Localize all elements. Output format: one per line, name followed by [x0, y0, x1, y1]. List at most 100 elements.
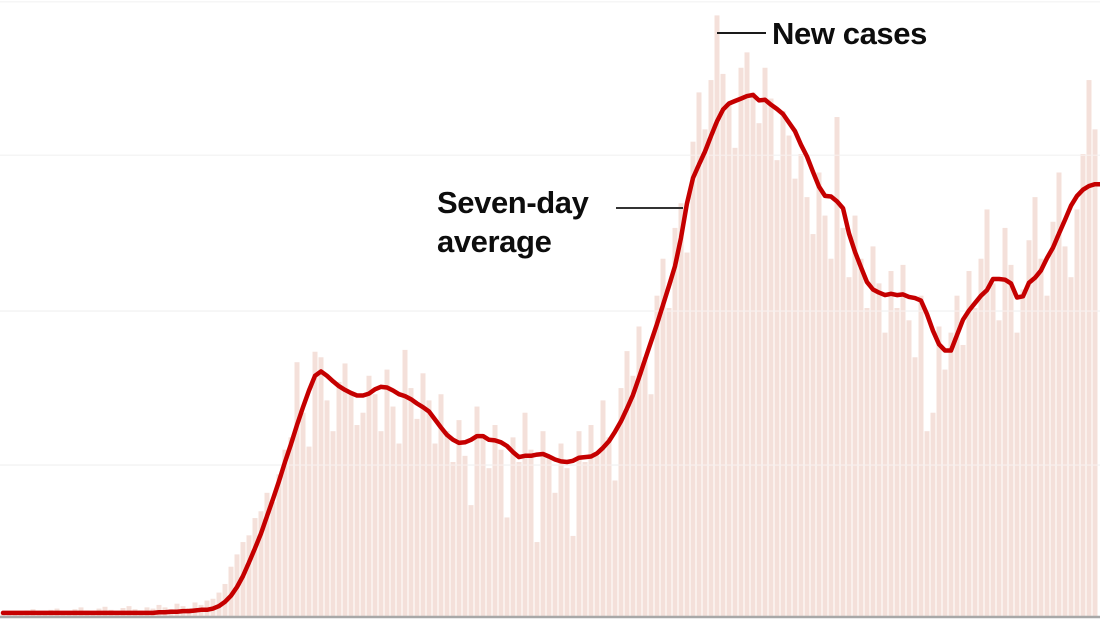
- new-cases-bar: [552, 492, 558, 616]
- new-cases-bar: [948, 332, 954, 616]
- new-cases-bar: [576, 431, 582, 616]
- new-cases-bar: [342, 363, 348, 616]
- new-cases-bar: [990, 283, 996, 616]
- new-cases-bar: [630, 375, 636, 616]
- new-cases-bar: [426, 400, 432, 616]
- new-cases-bar: [378, 431, 384, 616]
- new-cases-bar: [618, 388, 624, 616]
- new-cases-bar: [318, 357, 324, 616]
- seven-day-average-leader-line: [616, 207, 683, 209]
- new-cases-bar: [852, 215, 858, 616]
- new-cases-bar: [492, 425, 498, 616]
- new-cases-bar: [294, 362, 300, 616]
- new-cases-bar: [900, 264, 906, 616]
- new-cases-bar: [420, 373, 426, 616]
- new-cases-bar: [984, 209, 990, 616]
- new-cases-bar: [522, 412, 528, 616]
- new-cases-bar: [390, 406, 396, 616]
- new-cases-bar: [846, 277, 852, 616]
- new-cases-bar: [750, 92, 756, 616]
- new-cases-bar: [1080, 154, 1086, 616]
- new-cases-bar: [306, 446, 312, 616]
- new-cases-bar: [678, 203, 684, 616]
- new-cases-bar: [282, 449, 288, 616]
- new-cases-bar: [228, 566, 234, 616]
- new-cases-bar: [570, 535, 576, 616]
- new-cases-bar: [756, 123, 762, 616]
- new-cases-bar: [870, 246, 876, 616]
- new-cases-bar: [864, 308, 870, 616]
- new-cases-bar: [276, 474, 282, 616]
- new-cases-bar: [528, 449, 534, 616]
- new-cases-bar: [804, 197, 810, 616]
- new-cases-bar: [456, 420, 462, 616]
- new-cases-bar: [588, 425, 594, 616]
- new-cases-bar: [258, 511, 264, 616]
- new-cases-bar: [738, 67, 744, 616]
- new-cases-bar: [1044, 295, 1050, 616]
- new-cases-bar: [408, 388, 414, 616]
- new-cases-bar: [564, 468, 570, 616]
- new-cases-bar: [876, 283, 882, 616]
- new-cases-bar: [582, 462, 588, 616]
- new-cases-bar: [252, 518, 258, 616]
- new-cases-bar: [1032, 197, 1038, 616]
- new-cases-bar: [360, 412, 366, 616]
- new-cases-bar: [672, 227, 678, 617]
- new-cases-bar: [924, 431, 930, 616]
- new-cases-bar: [1038, 258, 1044, 616]
- new-cases-bar: [726, 104, 732, 616]
- seven-day-average-annotation-line2: average: [437, 224, 552, 259]
- new-cases-bar: [906, 320, 912, 616]
- new-cases-bar: [702, 129, 708, 617]
- new-cases-bar: [414, 418, 420, 616]
- new-cases-bar: [966, 271, 972, 616]
- seven-day-average-line: [0, 92, 1100, 616]
- new-cases-bar: [834, 117, 840, 616]
- new-cases-bar: [540, 431, 546, 616]
- new-cases-bar: [744, 52, 750, 617]
- new-cases-bar: [354, 425, 360, 616]
- seven-day-average-annotation: Seven-day average: [437, 183, 589, 261]
- new-cases-bar: [474, 406, 480, 616]
- new-cases-bar: [1002, 227, 1008, 617]
- new-cases-bar: [774, 160, 780, 616]
- new-cases-bar: [762, 67, 768, 616]
- new-cases-bar: [450, 462, 456, 616]
- new-cases-bar: [648, 394, 654, 616]
- new-cases-bar: [1062, 246, 1068, 616]
- new-cases-bar: [942, 369, 948, 616]
- new-cases-bar: [246, 535, 252, 616]
- new-cases-bar: [840, 227, 846, 617]
- new-cases-bar: [912, 357, 918, 616]
- new-cases-leader-line: [717, 32, 766, 34]
- new-cases-bar: [792, 178, 798, 616]
- new-cases-bar: [972, 308, 978, 616]
- new-cases-bar: [936, 326, 942, 616]
- new-cases-bar: [894, 308, 900, 616]
- new-cases-bar: [534, 542, 540, 616]
- new-cases-bar: [468, 505, 474, 616]
- new-cases-bar: [438, 394, 444, 616]
- new-cases-bar: [996, 320, 1002, 616]
- new-cases-bar: [324, 400, 330, 616]
- new-cases-bar: [882, 332, 888, 616]
- new-cases-bar: [264, 492, 270, 616]
- new-cases-bar: [1092, 129, 1098, 617]
- new-cases-bar: [828, 258, 834, 616]
- new-cases-bar: [810, 234, 816, 616]
- new-cases-bar: [696, 92, 702, 616]
- new-cases-bar: [714, 15, 720, 616]
- new-cases-bar: [666, 308, 672, 616]
- new-cases-bar: [858, 258, 864, 616]
- new-cases-bar: [1020, 289, 1026, 616]
- new-cases-bar: [798, 154, 804, 616]
- new-cases-bar: [300, 412, 306, 616]
- new-cases-bar: [348, 394, 354, 616]
- new-cases-bar: [432, 443, 438, 616]
- new-cases-bar: [1050, 221, 1056, 616]
- new-cases-bar: [330, 431, 336, 616]
- new-cases-bar: [1056, 172, 1062, 617]
